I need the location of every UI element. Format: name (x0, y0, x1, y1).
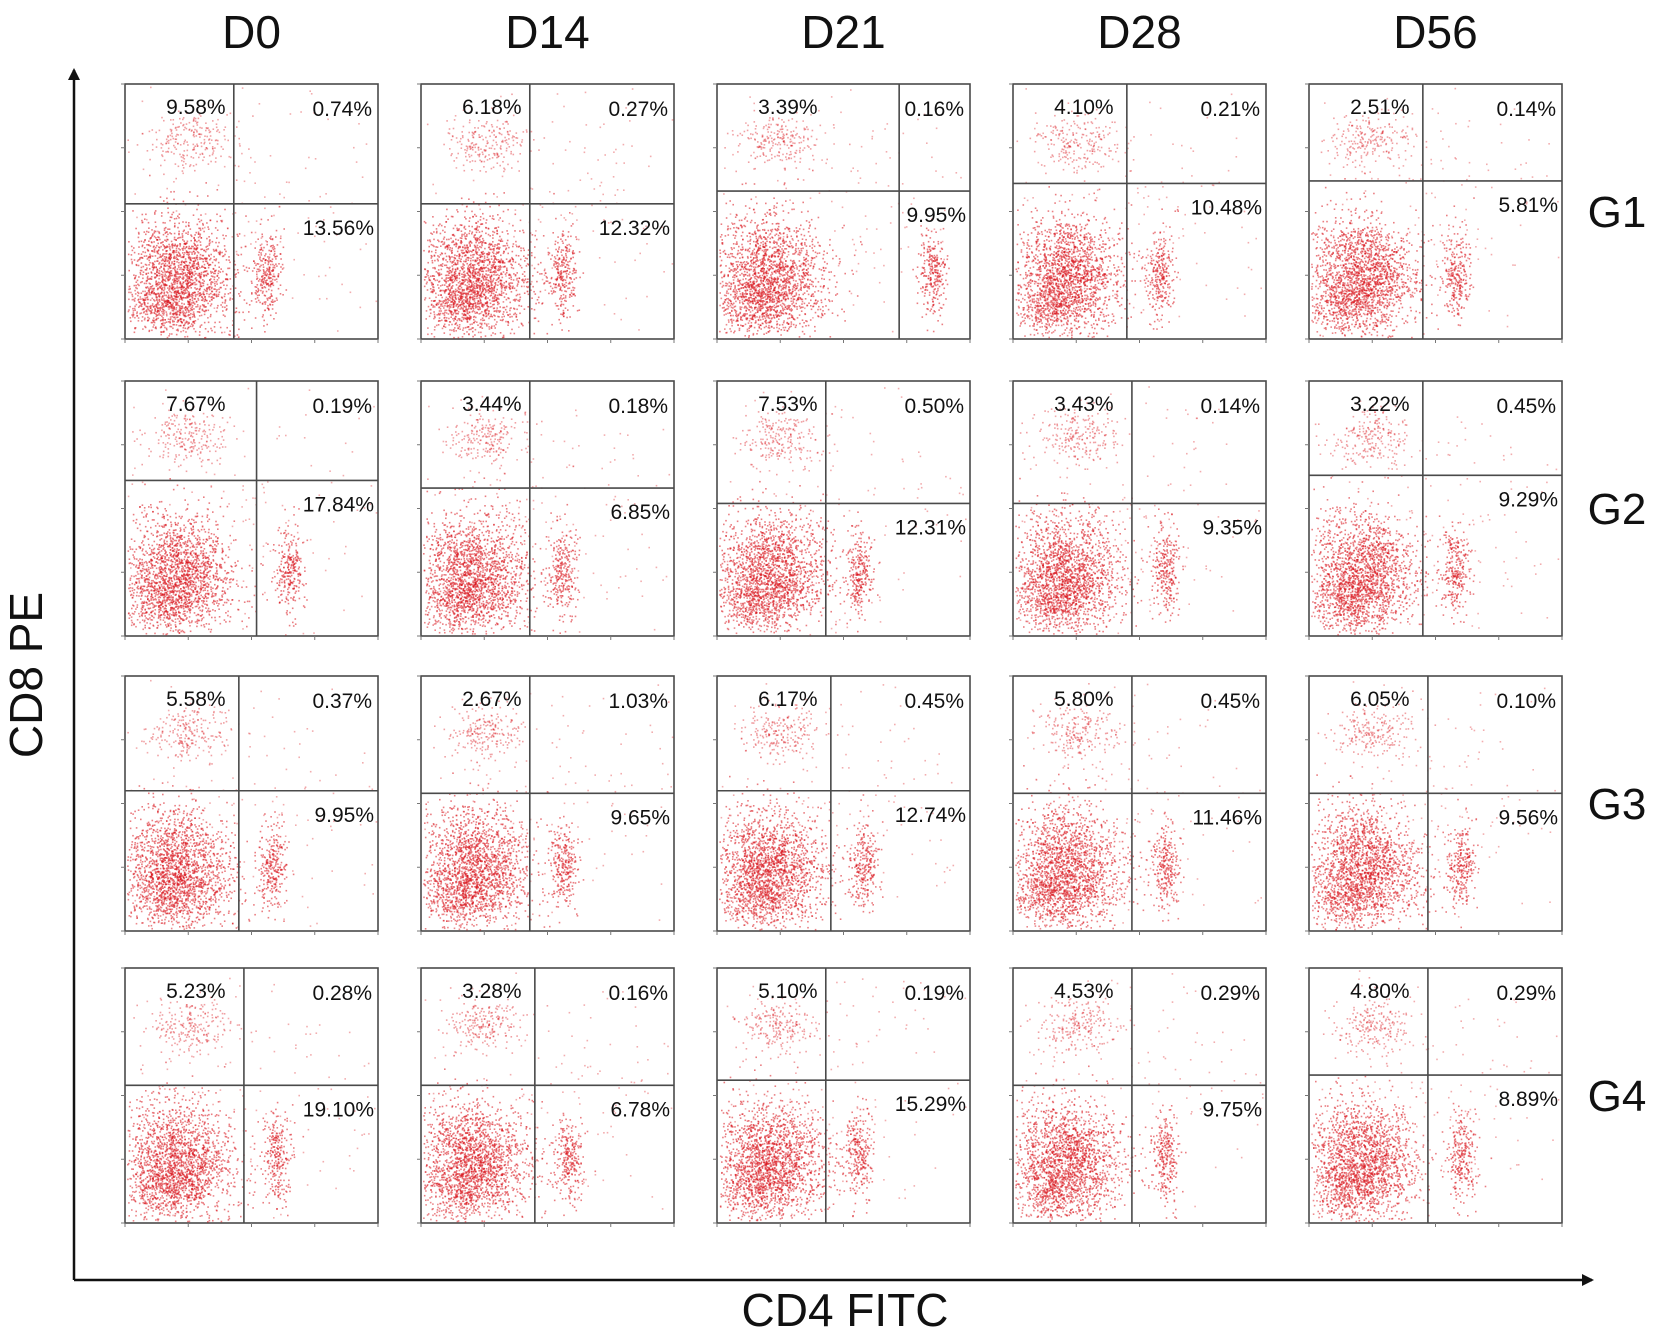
lower-right-percent: 13.56% (303, 217, 374, 240)
upper-right-percent: 0.29% (1496, 982, 1556, 1005)
upper-left-percent: 4.10% (1054, 96, 1114, 119)
upper-left-percent: 9.58% (166, 96, 226, 119)
dot-plot-g4-d0: 5.23% 0.28% 19.10% (121, 968, 378, 1227)
lower-right-percent: 9.95% (906, 204, 966, 227)
upper-right-percent: 0.14% (1496, 98, 1556, 121)
lower-right-percent: 17.84% (303, 493, 374, 516)
upper-left-percent: 2.67% (462, 688, 522, 711)
lower-right-percent: 9.29% (1498, 488, 1558, 511)
column-label-d21: D21 (801, 6, 885, 58)
upper-right-percent: 0.14% (1200, 395, 1260, 418)
dot-plot-g2-d14: 3.44% 0.18% 6.85% (417, 381, 674, 640)
dot-plot-g1-d21: 3.39% 0.16% 9.95% (713, 84, 970, 343)
upper-left-percent: 6.05% (1350, 688, 1410, 711)
row-label-g3: G3 (1588, 780, 1647, 829)
lower-right-percent: 6.78% (610, 1098, 670, 1121)
upper-right-percent: 0.45% (1200, 690, 1260, 713)
dot-plot-g3-d56: 6.05% 0.10% 9.56% (1305, 676, 1562, 935)
lower-right-percent: 10.48% (1191, 196, 1262, 219)
upper-left-percent: 5.10% (758, 980, 818, 1003)
upper-right-percent: 0.16% (904, 98, 964, 121)
upper-left-percent: 3.43% (1054, 393, 1114, 416)
upper-left-percent: 3.22% (1350, 393, 1410, 416)
column-label-d0: D0 (222, 6, 281, 58)
dot-plot-g2-d28: 3.43% 0.14% 9.35% (1009, 381, 1266, 640)
dot-plot-g1-d0: 9.58% 0.74% 13.56% (121, 84, 378, 343)
upper-right-percent: 0.45% (904, 690, 964, 713)
dot-plot-g1-d56: 2.51% 0.14% 5.81% (1305, 84, 1562, 343)
upper-left-percent: 5.23% (166, 980, 226, 1003)
upper-right-percent: 1.03% (608, 690, 668, 713)
lower-right-percent: 9.56% (1498, 806, 1558, 829)
lower-right-percent: 12.74% (895, 804, 966, 827)
upper-left-percent: 2.51% (1350, 96, 1410, 119)
column-labels: D0 D14 D21 D28 D56 (222, 6, 1478, 58)
upper-right-percent: 0.21% (1200, 98, 1260, 121)
lower-right-percent: 5.81% (1498, 194, 1558, 217)
dot-plot-g2-d56: 3.22% 0.45% 9.29% (1305, 381, 1562, 640)
upper-left-percent: 6.18% (462, 96, 522, 119)
upper-left-percent: 5.58% (166, 688, 226, 711)
dot-plot-g3-d0: 5.58% 0.37% 9.95% (121, 676, 378, 935)
column-label-d14: D14 (505, 6, 589, 58)
row-labels: G1 G2 G3 G4 (1588, 188, 1647, 1121)
column-label-d56: D56 (1393, 6, 1477, 58)
panel-frame (717, 381, 970, 636)
lower-right-percent: 9.35% (1202, 516, 1262, 539)
dot-plot-g4-d28: 4.53% 0.29% 9.75% (1009, 968, 1266, 1227)
dot-plot-g2-d0: 7.67% 0.19% 17.84% (121, 381, 378, 640)
upper-right-percent: 0.10% (1496, 690, 1556, 713)
dot-plot-g1-d28: 4.10% 0.21% 10.48% (1009, 84, 1266, 343)
dot-plot-g3-d14: 2.67% 1.03% 9.65% (417, 676, 674, 935)
row-label-g2: G2 (1588, 485, 1647, 534)
upper-left-percent: 3.28% (462, 980, 522, 1003)
lower-right-percent: 9.65% (610, 806, 670, 829)
lower-right-percent: 6.85% (610, 501, 670, 524)
upper-left-percent: 7.67% (166, 393, 226, 416)
upper-right-percent: 0.18% (608, 395, 668, 418)
dot-plot-g4-d56: 4.80% 0.29% 8.89% (1305, 968, 1562, 1227)
dot-plot-g3-d28: 5.80% 0.45% 11.46% (1009, 676, 1266, 935)
plot-panels: 9.58% 0.74% 13.56% 6.18% 0.27% 12.32% 3.39% 0.1… (121, 84, 1562, 1227)
upper-right-percent: 0.19% (312, 395, 372, 418)
lower-right-percent: 11.46% (1192, 806, 1262, 829)
dot-plot-g3-d21: 6.17% 0.45% 12.74% (713, 676, 970, 935)
lower-right-percent: 9.75% (1202, 1098, 1262, 1121)
lower-right-percent: 8.89% (1498, 1088, 1558, 1111)
dot-plot-g4-d21: 5.10% 0.19% 15.29% (713, 968, 970, 1227)
upper-right-percent: 0.27% (608, 98, 668, 121)
lower-right-percent: 12.32% (599, 217, 670, 240)
upper-left-percent: 3.39% (758, 96, 818, 119)
row-label-g4: G4 (1588, 1072, 1647, 1121)
flow-cytometry-figure: CD4 FITC CD8 PE D0 D14 D21 D28 D56 G1G2G3G4 … (0, 0, 1654, 1340)
row-label-g1: G1 (1588, 188, 1647, 237)
dot-plot-g2-d21: 7.53% 0.50% 12.31% (713, 381, 970, 640)
lower-right-percent: 19.10% (303, 1098, 374, 1121)
panel-frame (421, 84, 674, 339)
upper-right-percent: 0.29% (1200, 982, 1260, 1005)
upper-right-percent: 0.74% (312, 98, 372, 121)
upper-left-percent: 6.17% (758, 688, 818, 711)
lower-right-percent: 12.31% (895, 516, 966, 539)
y-axis-label: CD8 PE (0, 592, 52, 758)
x-axis-label: CD4 FITC (742, 1284, 949, 1336)
upper-right-percent: 0.50% (904, 395, 964, 418)
upper-left-percent: 4.80% (1350, 980, 1410, 1003)
upper-right-percent: 0.28% (312, 982, 372, 1005)
dot-plot-g4-d14: 3.28% 0.16% 6.78% (417, 968, 674, 1227)
column-label-d28: D28 (1097, 6, 1181, 58)
dot-plot-g1-d14: 6.18% 0.27% 12.32% (417, 84, 674, 343)
upper-right-percent: 0.37% (312, 690, 372, 713)
upper-right-percent: 0.19% (904, 982, 964, 1005)
upper-right-percent: 0.45% (1496, 395, 1556, 418)
upper-right-percent: 0.16% (608, 982, 668, 1005)
upper-left-percent: 7.53% (758, 393, 818, 416)
upper-left-percent: 5.80% (1054, 688, 1114, 711)
lower-right-percent: 15.29% (895, 1093, 966, 1116)
upper-left-percent: 4.53% (1054, 980, 1114, 1003)
upper-left-percent: 3.44% (462, 393, 522, 416)
lower-right-percent: 9.95% (314, 804, 374, 827)
